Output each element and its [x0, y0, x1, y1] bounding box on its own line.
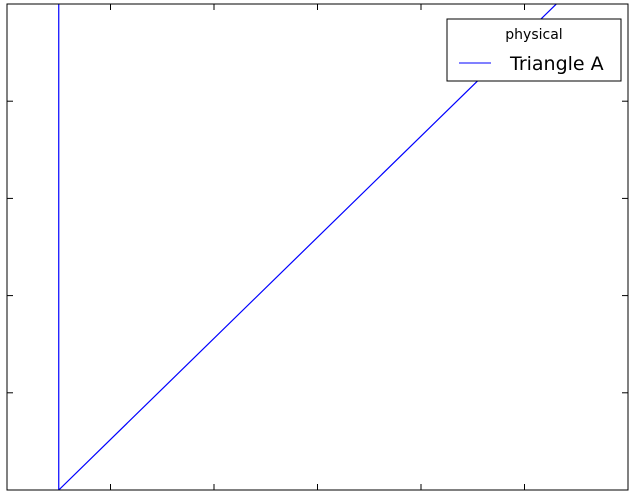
legend-box: [446, 18, 622, 82]
series-layer: [58, 4, 558, 490]
legend-title: physical: [505, 27, 562, 43]
legend-label-triangle-a: Triangle A: [509, 53, 604, 75]
series-line-triangle-a: [58, 4, 558, 490]
legend: physical Triangle A: [446, 18, 622, 82]
plot-frame: [6, 3, 629, 491]
ticks-layer: [7, 4, 628, 490]
